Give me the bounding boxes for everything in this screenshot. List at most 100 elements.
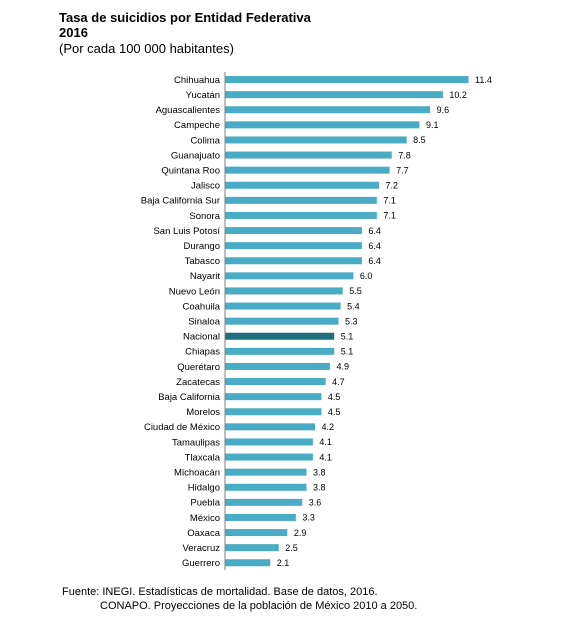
bar: [225, 498, 303, 506]
category-label: Jalisco: [191, 181, 220, 192]
value-label: 4.2: [322, 422, 335, 432]
value-label: 4.5: [328, 392, 341, 402]
value-label: 7.7: [396, 165, 409, 175]
bar: [225, 529, 288, 537]
value-label: 6.4: [368, 256, 381, 266]
category-label: Nacional: [183, 332, 220, 343]
value-label: 6.4: [368, 226, 381, 236]
value-label: 2.5: [285, 543, 298, 553]
category-label: Guerrero: [182, 558, 220, 569]
value-label: 3.8: [313, 482, 326, 492]
value-label: 5.5: [349, 286, 362, 296]
source-line-1: Fuente: INEGI. Estadísticas de mortalida…: [62, 586, 378, 598]
value-label: 9.6: [437, 105, 450, 115]
category-label: Nayarit: [190, 271, 220, 282]
category-label: Coahuila: [183, 301, 221, 312]
category-label: Querétaro: [177, 362, 220, 373]
value-label: 2.1: [277, 558, 290, 568]
bar: [225, 513, 296, 521]
bar: [225, 196, 377, 204]
category-label: Durango: [184, 241, 220, 252]
category-label: Veracruz: [183, 543, 221, 554]
bar: [225, 151, 392, 159]
category-label: San Luis Potosí: [153, 226, 220, 237]
value-label: 7.8: [398, 150, 411, 160]
value-label: 4.5: [328, 407, 341, 417]
category-label: Baja California Sur: [141, 196, 220, 207]
bar: [225, 423, 316, 431]
category-label: Campeche: [174, 120, 220, 131]
category-label: Sonora: [189, 211, 220, 222]
bar: [225, 453, 313, 461]
value-label: 5.4: [347, 301, 360, 311]
bar: [225, 332, 335, 340]
bar: [225, 76, 469, 84]
bar: [225, 393, 322, 401]
value-label: 9.1: [426, 120, 439, 130]
bar: [225, 317, 339, 325]
value-label: 4.1: [319, 437, 332, 447]
bar: [225, 302, 341, 310]
value-label: 2.9: [294, 528, 307, 538]
bar: [225, 91, 443, 99]
category-label: Oaxaca: [187, 528, 220, 539]
value-label: 5.3: [345, 316, 358, 326]
bar: [225, 106, 431, 114]
bar: [225, 136, 407, 144]
value-label: 3.3: [302, 513, 315, 523]
category-label: Ciudad de México: [144, 422, 220, 433]
bar: [225, 559, 271, 567]
bar: [225, 211, 377, 219]
bar: [225, 121, 420, 129]
bar: [225, 242, 362, 250]
category-label: Zacatecas: [176, 377, 220, 388]
category-label: Tlaxcala: [185, 452, 221, 463]
chart-year: 2016: [59, 25, 88, 40]
category-label: Quintana Roo: [161, 165, 220, 176]
bar: [225, 257, 362, 265]
value-label: 6.0: [360, 271, 373, 281]
category-label: Morelos: [186, 407, 220, 418]
bar: [225, 181, 379, 189]
value-label: 8.5: [413, 135, 426, 145]
category-label: Aguascalientes: [156, 105, 221, 116]
value-label: 4.9: [336, 362, 349, 372]
category-label: Tabasco: [185, 256, 220, 267]
bar: [225, 438, 313, 446]
bar: [225, 227, 362, 235]
bar: [225, 544, 279, 552]
category-label: Guanajuato: [171, 150, 220, 161]
value-label: 11.4: [475, 75, 492, 85]
category-label: Michoacán: [174, 467, 220, 478]
category-label: Chihuahua: [174, 75, 221, 86]
category-label: Yucatán: [186, 90, 220, 101]
bar: [225, 483, 307, 491]
source-line-2: CONAPO. Proyecciones de la población de …: [100, 600, 418, 612]
value-label: 7.1: [383, 196, 396, 206]
bar-chart: Chihuahua 11.4 Yucatán 10.2 Aguascalientes 9.…: [141, 72, 492, 571]
category-label: México: [190, 513, 220, 524]
category-label: Baja California: [158, 392, 220, 403]
chart-title: Tasa de suicidios por Entidad Federativa: [59, 10, 311, 25]
category-label: Sinaloa: [188, 316, 220, 327]
value-label: 10.2: [449, 90, 467, 100]
category-label: Nuevo León: [169, 286, 220, 297]
bar: [225, 378, 326, 386]
value-label: 5.1: [341, 331, 354, 341]
bar: [225, 287, 343, 295]
category-label: Hidalgo: [188, 483, 220, 494]
category-label: Colima: [190, 135, 220, 146]
bar: [225, 347, 335, 355]
category-label: Puebla: [190, 498, 220, 509]
bar: [225, 468, 307, 476]
value-label: 4.7: [332, 377, 345, 387]
value-label: 3.6: [309, 498, 322, 508]
value-label: 3.8: [313, 467, 326, 477]
chart-subtitle: (Por cada 100 000 habitantes): [59, 41, 234, 56]
value-label: 5.1: [341, 347, 354, 357]
bar: [225, 362, 330, 370]
bar: [225, 272, 354, 280]
value-label: 7.2: [385, 180, 398, 190]
bar: [225, 408, 322, 416]
value-label: 6.4: [368, 241, 381, 251]
